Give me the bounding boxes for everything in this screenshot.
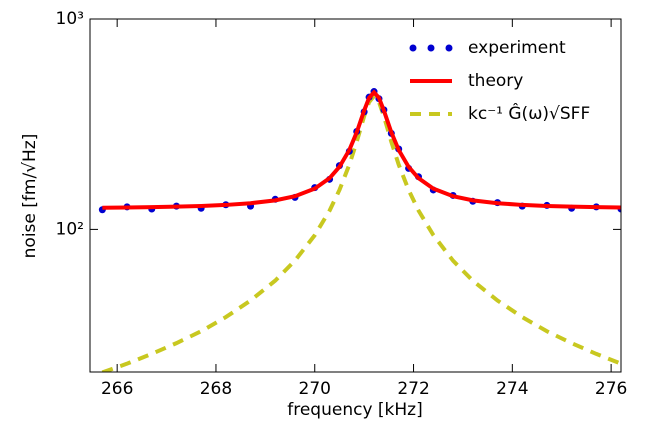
legend-marker xyxy=(445,44,453,52)
series-line xyxy=(102,89,621,210)
y-tick-label: 10² xyxy=(56,219,84,239)
y-axis-label: noise [fm/√Hz] xyxy=(20,134,40,259)
plot-frame xyxy=(89,18,622,373)
x-axis-label: frequency [kHz] xyxy=(287,400,423,420)
x-tick-label: 274 xyxy=(496,379,528,399)
legend-marker xyxy=(427,44,435,52)
series-line xyxy=(101,92,621,372)
legend-marker xyxy=(409,44,417,52)
legend-label: experiment xyxy=(468,38,566,58)
x-tick-label: 270 xyxy=(299,379,331,399)
legend-label: kc⁻¹ Ĝ(ω)√SFF xyxy=(468,102,590,124)
legend-label: theory xyxy=(468,71,523,91)
x-tick-label: 266 xyxy=(101,379,133,399)
plot-area xyxy=(98,88,621,372)
x-tick-label: 272 xyxy=(397,379,429,399)
y-tick-label: 10³ xyxy=(56,9,84,29)
x-tick-label: 276 xyxy=(595,379,627,399)
x-tick-label: 268 xyxy=(200,379,232,399)
